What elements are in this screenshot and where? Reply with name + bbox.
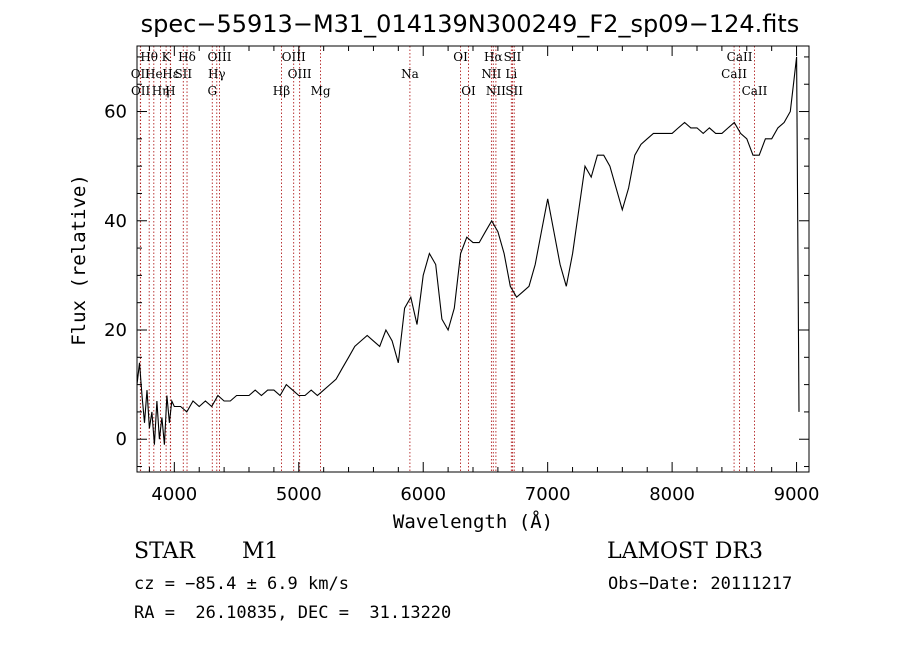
- redshift-cz: cz = −85.4 ± 6.9 km/s: [134, 574, 349, 594]
- y-tick-label: 0: [116, 429, 127, 450]
- spectral-line-label: OII: [131, 84, 151, 98]
- y-tick-label: 60: [104, 102, 127, 123]
- x-axis-ticks: 4000 5000 6000 7000 8000 9000: [148, 46, 820, 505]
- spectral-line-label: Hθ: [140, 50, 158, 64]
- spectral-line-label: He: [145, 67, 163, 81]
- spectral-line-label: OI: [461, 84, 476, 98]
- spectral-line-label: H: [165, 84, 175, 98]
- spectral-line-label: OIII: [207, 50, 231, 64]
- spectral-line-label: Hε: [162, 67, 179, 81]
- observation-date: Obs−Date: 20111217: [608, 574, 793, 594]
- spectral-line-label: NII: [481, 67, 501, 81]
- y-tick-label: 40: [104, 211, 127, 232]
- spectral-line-label: Hγ: [208, 67, 226, 81]
- spectral-line-label: OIII: [288, 67, 312, 81]
- spectral-line-label: CaII: [742, 84, 768, 98]
- spectral-line-label: NII: [486, 84, 506, 98]
- y-tick-label: 20: [104, 320, 127, 341]
- x-tick-label: 8000: [649, 484, 695, 505]
- spectral-line-label: OI: [453, 50, 468, 64]
- x-tick-label: 6000: [400, 484, 446, 505]
- object-subclass: M1: [242, 539, 279, 564]
- x-tick-label: 9000: [774, 484, 820, 505]
- spectral-line-label: Mg: [311, 84, 331, 98]
- spectral-line-label: Na: [401, 67, 419, 81]
- x-tick-label: 5000: [276, 484, 322, 505]
- spectral-line-label: Li: [505, 67, 517, 81]
- y-axis-ticks: 0 20 40 60: [104, 56, 809, 468]
- spectral-line-label: G: [207, 84, 217, 98]
- x-tick-label: 7000: [525, 484, 571, 505]
- spectral-line-label: CaII: [727, 50, 753, 64]
- spectral-line-label: SII: [174, 67, 192, 81]
- spectrum-line: [136, 56, 800, 445]
- spectral-line-label: SII: [504, 50, 522, 64]
- spectral-line-label: Hα: [484, 50, 503, 64]
- spectral-line-label: Hη: [152, 84, 170, 98]
- coordinates: RA = 26.10835, DEC = 31.13220: [134, 603, 452, 623]
- survey-name: LAMOST DR3: [607, 539, 763, 564]
- spectral-line-label: CaII: [721, 67, 747, 81]
- x-tick-label: 4000: [151, 484, 197, 505]
- plot-frame: [136, 45, 810, 473]
- object-class: STAR: [134, 539, 195, 564]
- spectral-line-label: OII: [131, 67, 151, 81]
- spectral-line-label: Hδ: [178, 50, 196, 64]
- spectral-line-label: K: [162, 50, 172, 64]
- y-axis-label: Flux (relative): [68, 174, 90, 346]
- spectral-line-markers: [139, 46, 755, 472]
- spectral-line-label: SII: [505, 84, 523, 98]
- spectral-line-label: Hβ: [273, 84, 290, 98]
- x-axis-label: Wavelength (Å): [393, 510, 553, 533]
- spectral-line-label: OIII: [282, 50, 306, 64]
- chart-title: spec−55913−M31_014139N300249_F2_sp09−124…: [141, 10, 800, 38]
